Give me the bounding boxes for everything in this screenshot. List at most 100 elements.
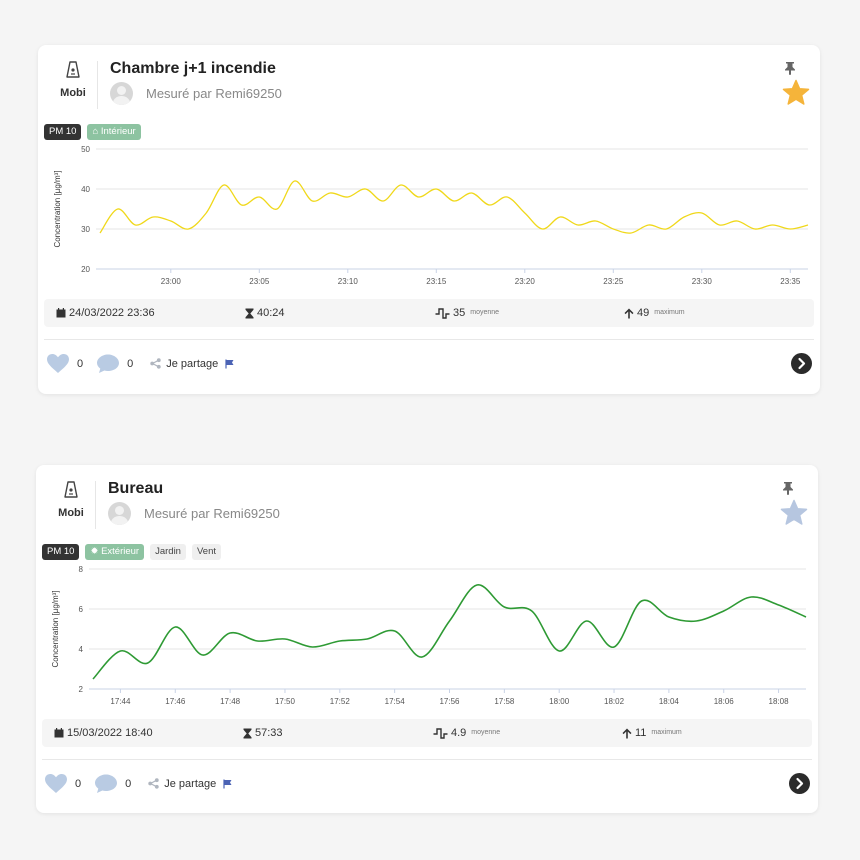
y-tick-label: 2 [79, 685, 84, 694]
y-axis-label: Concentration [µg/m³] [53, 170, 62, 247]
device-name: Mobi [58, 507, 84, 519]
x-tick-label: 17:56 [439, 697, 460, 706]
x-tick-label: 23:15 [426, 277, 447, 286]
share-button[interactable]: Je partage [150, 358, 218, 370]
next-arrow-button[interactable] [791, 353, 812, 374]
mean-value: 4.9 [451, 727, 467, 739]
y-axis-label: Concentration [µg/m³] [51, 590, 60, 667]
favorite-star-icon[interactable] [780, 499, 808, 526]
date-stat: 24/03/2022 23:36 [56, 299, 155, 327]
y-tick-label: 30 [81, 225, 90, 234]
tag-list: PM 10 ⌂ Intérieur [44, 124, 141, 140]
like-count: 0 [77, 357, 84, 370]
card-actions: 0 0 Je partage [46, 353, 234, 374]
pulse-icon [435, 307, 450, 319]
concentration-chart: 20 30 40 50 23:00 23:05 23:10 23:15 23:20 23:25 23… [53, 145, 809, 286]
measurement-card[interactable]: Mobi Bureau Mesuré par Remi69250 PM 10 ✹… [36, 465, 818, 813]
sensor-icon [64, 481, 78, 498]
share-label: Je partage [164, 777, 217, 790]
date-value: 24/03/2022 23:36 [69, 307, 155, 319]
environment-tag: ⌂ Intérieur [87, 124, 141, 140]
mean-value: 35 [453, 307, 466, 319]
device-block: Mobi [50, 61, 96, 99]
y-tick-label: 50 [81, 145, 90, 154]
divider [97, 61, 98, 109]
avatar[interactable] [110, 82, 133, 105]
x-tick-label: 18:04 [659, 697, 680, 706]
calendar-icon [56, 308, 66, 318]
pulse-icon [433, 727, 448, 739]
y-tick-label: 8 [79, 565, 84, 574]
x-tick-label: 23:30 [692, 277, 713, 286]
mean-label: moyenne [470, 309, 500, 316]
measurement-title[interactable]: Chambre j+1 incendie [110, 60, 276, 77]
comment-count: 0 [125, 777, 132, 790]
x-tick-label: 17:48 [220, 697, 241, 706]
share-icon [150, 358, 161, 369]
date-stat: 15/03/2022 18:40 [54, 719, 153, 747]
pollutant-tag: PM 10 [44, 124, 82, 140]
share-label: Je partage [166, 357, 219, 370]
max-stat: 11 maximum [622, 719, 682, 747]
measurement-card[interactable]: Mobi Chambre j+1 incendie Mesuré par Rem… [38, 45, 820, 394]
mean-stat: 35 moyenne [435, 299, 499, 327]
home-icon: ⌂ [92, 126, 99, 137]
avatar[interactable] [108, 502, 131, 525]
sun-icon: ✹ [90, 546, 99, 557]
x-tick-label: 23:05 [249, 277, 270, 286]
y-tick-label: 40 [81, 185, 90, 194]
y-tick-label: 20 [81, 265, 90, 274]
arrow-up-icon [624, 308, 634, 318]
heart-icon[interactable] [44, 773, 68, 794]
tag-list: PM 10 ✹ Extérieur Jardin Vent [42, 544, 221, 560]
author-label[interactable]: Mesuré par Remi69250 [144, 506, 280, 521]
concentration-chart: 2 4 6 8 17:44 17:46 17:48 17:50 17:52 17:54 17:56 1… [51, 565, 807, 706]
mean-label: moyenne [471, 729, 501, 736]
measurement-title[interactable]: Bureau [108, 480, 164, 497]
share-icon [148, 778, 159, 789]
x-tick-label: 17:44 [110, 697, 131, 706]
x-tick-label: 23:35 [780, 277, 801, 286]
calendar-icon [54, 728, 64, 738]
share-button[interactable]: Je partage [148, 778, 216, 790]
x-tick-label: 18:08 [769, 697, 790, 706]
arrow-up-icon [622, 728, 632, 738]
x-tick-label: 17:50 [275, 697, 296, 706]
x-tick-label: 18:06 [714, 697, 735, 706]
pin-icon[interactable] [784, 61, 796, 75]
x-tick-label: 17:58 [494, 697, 515, 706]
heart-icon[interactable] [46, 353, 70, 374]
tag-jardin: Jardin [150, 544, 186, 560]
date-value: 15/03/2022 18:40 [67, 727, 153, 739]
x-tick-label: 17:46 [165, 697, 186, 706]
divider [42, 759, 812, 760]
stats-bar: 24/03/2022 23:36 40:24 35 moyenne 49 max… [44, 299, 814, 327]
environment-tag-label: Extérieur [101, 546, 140, 557]
next-arrow-button[interactable] [789, 773, 810, 794]
author-row: Mesuré par Remi69250 [110, 82, 282, 105]
series-line [92, 584, 807, 680]
card-actions: 0 0 Je partage [44, 773, 232, 794]
flag-icon[interactable] [223, 779, 232, 789]
mean-stat: 4.9 moyenne [433, 719, 500, 747]
duration-stat: 57:33 [243, 719, 283, 747]
max-label: maximum [654, 309, 685, 316]
comment-icon[interactable] [94, 773, 118, 794]
device-name: Mobi [60, 87, 86, 99]
pin-icon[interactable] [782, 481, 794, 495]
x-tick-label: 23:25 [603, 277, 624, 286]
x-tick-label: 17:54 [385, 697, 406, 706]
max-value: 11 [635, 727, 647, 739]
stats-bar: 15/03/2022 18:40 57:33 4.9 moyenne 11 ma… [42, 719, 812, 747]
duration-stat: 40:24 [245, 299, 285, 327]
author-row: Mesuré par Remi69250 [108, 502, 280, 525]
flag-icon[interactable] [225, 359, 234, 369]
author-label[interactable]: Mesuré par Remi69250 [146, 86, 282, 101]
x-tick-label: 23:20 [515, 277, 536, 286]
y-tick-label: 6 [79, 605, 84, 614]
favorite-star-icon[interactable] [782, 79, 810, 106]
environment-tag: ✹ Extérieur [85, 544, 145, 560]
comment-icon[interactable] [96, 353, 120, 374]
like-count: 0 [75, 777, 82, 790]
series-line [99, 180, 809, 234]
